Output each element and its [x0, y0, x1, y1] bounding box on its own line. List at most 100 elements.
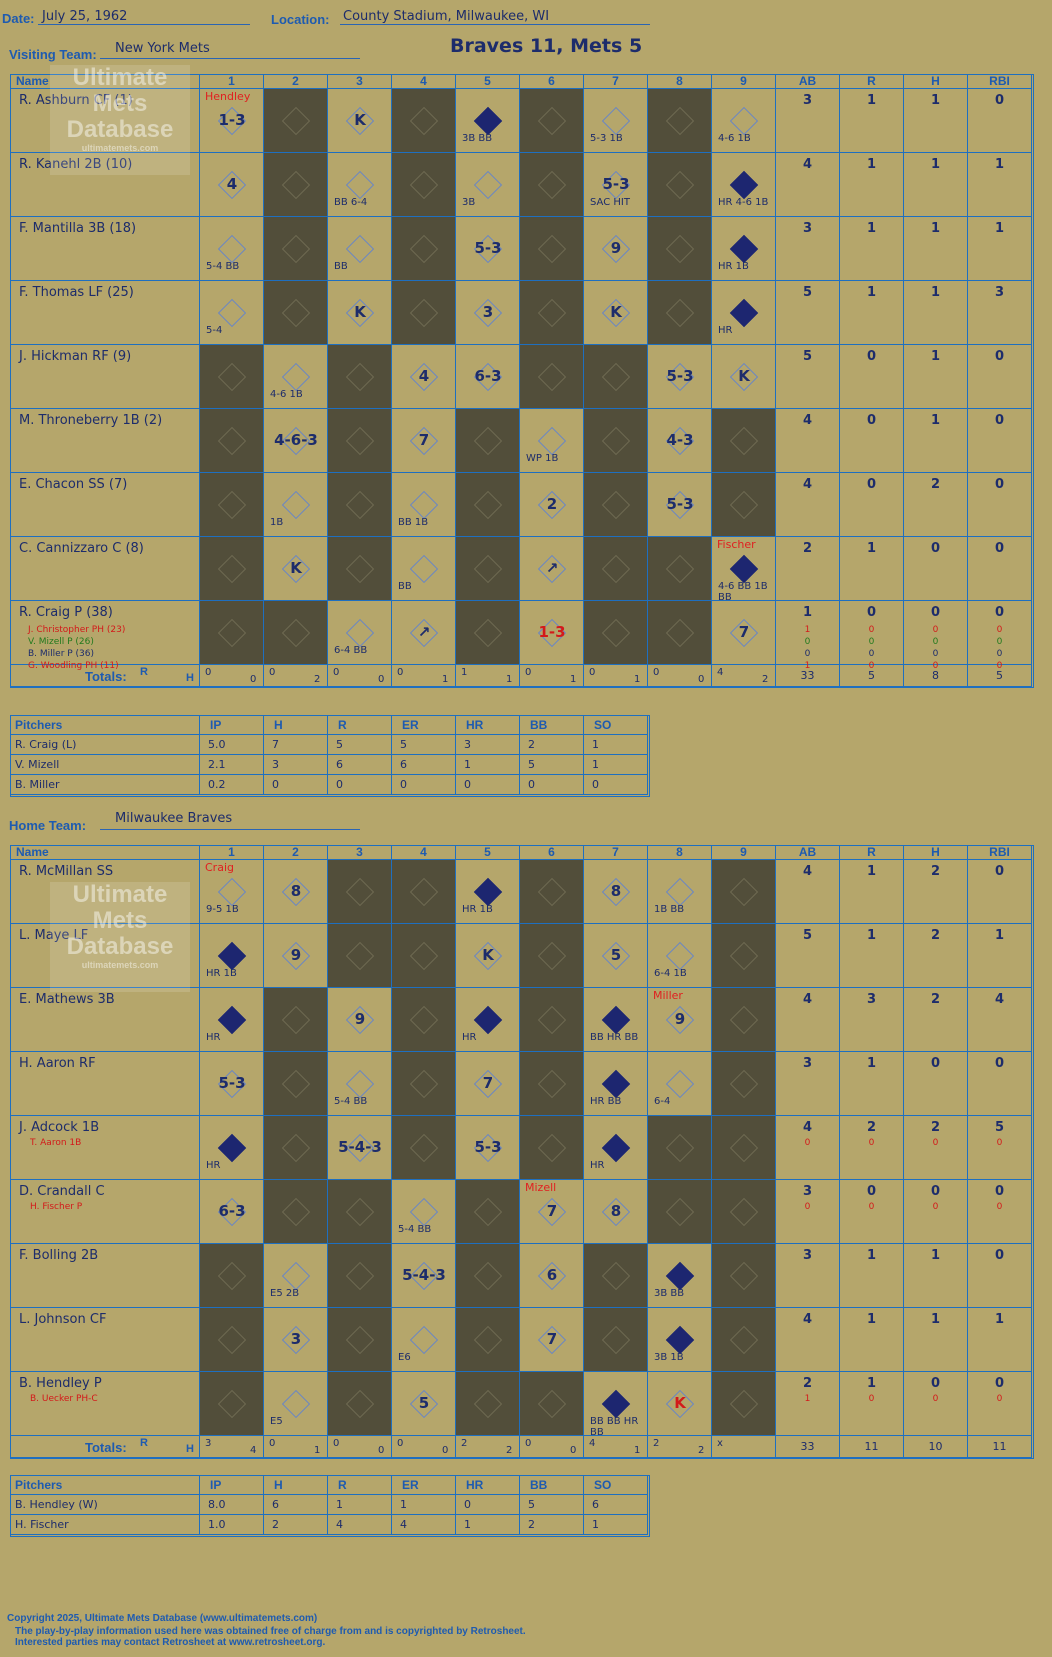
stat-cell [840, 1180, 904, 1244]
player-name: F. Mantilla 3B (18) [19, 221, 137, 236]
inactive-inning-cell [200, 1372, 264, 1436]
stat-cell [968, 281, 1032, 345]
inning-cell [392, 601, 456, 665]
play-result: 7 [482, 1074, 494, 1092]
inactive-inning-cell [456, 409, 520, 473]
inning-header-3: 3 [328, 74, 392, 89]
stat-cell [968, 1180, 1032, 1244]
pitching-stat: 3 [456, 735, 520, 755]
stat-cell [904, 601, 968, 665]
inning-total-cell [648, 1436, 712, 1458]
inactive-inning-cell [392, 988, 456, 1052]
stat-cell [904, 409, 968, 473]
inning-cell [648, 924, 712, 988]
inactive-inning-cell [200, 409, 264, 473]
play-annotation: HR [462, 1032, 477, 1043]
inning-total-cell [264, 665, 328, 687]
total-stat-cell [840, 1436, 904, 1458]
play-result: 5-3 [218, 1074, 246, 1092]
stat-cell [840, 1308, 904, 1372]
stat-cell [840, 281, 904, 345]
sub-stat-rbi: 0 [996, 1394, 1003, 1404]
home-label: Home Team: [9, 818, 87, 833]
inning-cell [520, 1308, 584, 1372]
inning-runs: 0 [269, 1438, 276, 1449]
inning-cell [584, 1180, 648, 1244]
play-result: 4-6-3 [274, 431, 318, 449]
inning-header-9: 9 [712, 845, 776, 860]
inning-cell [328, 601, 392, 665]
inning-cell [712, 153, 776, 217]
inactive-inning-cell [584, 1244, 648, 1308]
stat-ab: 3 [802, 1248, 813, 1263]
play-result: 3 [290, 1330, 302, 1348]
sub-stat-ab: 0 [804, 1202, 811, 1212]
inning-header-8: 8 [648, 845, 712, 860]
inning-runs: 0 [589, 667, 596, 678]
inning-cell [200, 924, 264, 988]
inactive-inning-cell [328, 1372, 392, 1436]
stat-cell [776, 537, 840, 601]
play-annotation: 6-4 [654, 1096, 671, 1107]
inning-runs: 4 [717, 667, 724, 678]
stat-cell [968, 1244, 1032, 1308]
inactive-inning-cell [520, 1372, 584, 1436]
inning-total-cell [584, 1436, 648, 1458]
pitching-change-note: Hendley [205, 90, 251, 103]
inning-hits: 4 [250, 1445, 257, 1456]
stat-rbi: 0 [994, 477, 1005, 492]
name-cell [10, 345, 200, 409]
stat-cell [968, 924, 1032, 988]
inning-total-cell [456, 1436, 520, 1458]
sub-stat-h: 0 [932, 661, 939, 671]
name-cell [10, 281, 200, 345]
player-name: M. Throneberry 1B (2) [19, 413, 163, 428]
totals-hits-key: H [186, 672, 194, 684]
inactive-inning-cell [392, 153, 456, 217]
stat-h: 1 [930, 93, 941, 108]
watermark-logo: Ultimate Mets Database ultimatemets.com [50, 65, 190, 175]
home-underline [100, 829, 360, 830]
totals-name-cell [10, 1436, 200, 1458]
inning-cell [584, 924, 648, 988]
stat-rbi: 1 [994, 1312, 1005, 1327]
play-annotation: 3B 1B [654, 1352, 684, 1363]
pitching-stat: 8.0 [200, 1495, 264, 1515]
play-annotation: HR BB [590, 1096, 622, 1107]
inning-runs: 0 [525, 667, 532, 678]
player-name: R. Ashburn CF (1) [19, 93, 133, 108]
inning-cell [712, 89, 776, 153]
inactive-inning-cell [328, 537, 392, 601]
stat-rbi: 1 [994, 221, 1005, 236]
inactive-inning-cell [584, 1308, 648, 1372]
player-name: R. Kanehl 2B (10) [19, 157, 133, 172]
play-annotation: HR 1B [718, 261, 749, 272]
inning-cell [648, 1308, 712, 1372]
play-result: 5-3 [474, 1138, 502, 1156]
inning-cell [328, 281, 392, 345]
sub-stat-ab: 0 [804, 649, 811, 659]
name-cell [10, 860, 200, 924]
stat-rbi: 3 [994, 285, 1005, 300]
total-stat-cell [968, 1436, 1032, 1458]
inactive-inning-cell [648, 1116, 712, 1180]
inning-cell [392, 1244, 456, 1308]
date-underline [38, 24, 250, 25]
pitcher-name: V. Mizell [10, 755, 200, 775]
inning-header-2: 2 [264, 74, 328, 89]
name-cell [10, 988, 200, 1052]
inning-header-4: 4 [392, 74, 456, 89]
inning-cell [392, 345, 456, 409]
name-cell [10, 1052, 200, 1116]
play-result: K [674, 1394, 686, 1412]
inning-hits: 0 [570, 1445, 577, 1456]
pitching-stat: 6 [328, 755, 392, 775]
play-annotation: 5-4 [206, 325, 223, 336]
inactive-inning-cell [712, 1052, 776, 1116]
play-result: 5-3 [474, 239, 502, 257]
inning-runs: x [717, 1438, 723, 1449]
play-annotation: E5 2B [270, 1288, 300, 1299]
inning-cell [200, 281, 264, 345]
play-annotation: BB 6-4 [334, 197, 368, 208]
stat-header-rbi: RBI [968, 74, 1032, 89]
